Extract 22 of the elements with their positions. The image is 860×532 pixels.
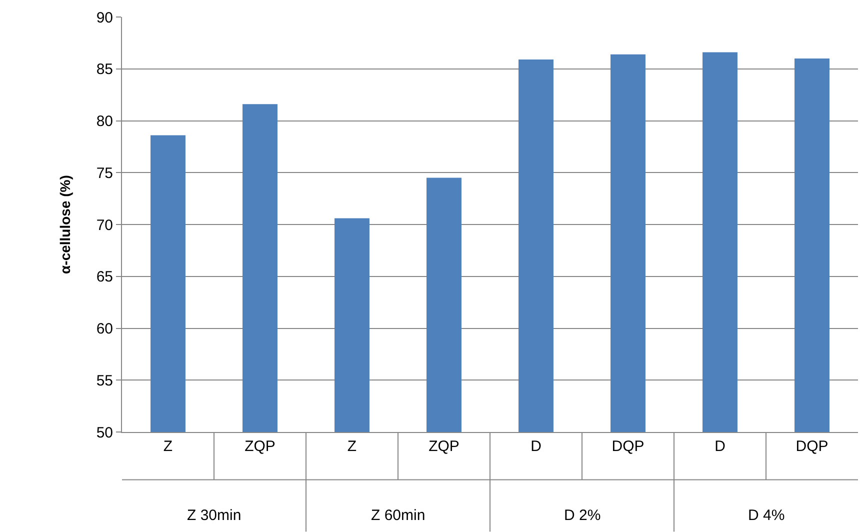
y-tick-label: 65 [96,268,113,286]
y-tick-label: 55 [96,372,113,390]
text: D 4% [748,507,785,524]
y-axis-title: α-cellulose (%) [56,175,73,274]
text: Z 60min [371,507,426,524]
text: D 2% [564,507,601,524]
y-tick-label: 60 [96,320,113,338]
x-tick-label: DQP [796,438,828,455]
x-tick-label: ZQP [428,438,460,455]
y-tick-label: 70 [96,216,113,234]
y-tick-label: 80 [96,113,113,130]
y-tick-label: 50 [96,424,113,442]
y-tick-label: 90 [96,9,113,26]
x-tick-label: D [714,438,726,455]
y-tick-label: 75 [96,164,113,182]
text: Z 30min [187,507,242,524]
x-tick-label: Z [163,438,173,455]
x-tick-label: Z [347,438,357,455]
x-tick-label: DQP [612,438,644,455]
y-tick-label: 85 [96,61,113,78]
x-tick-label: D [530,438,542,455]
x-tick-label: ZQP [244,438,276,455]
